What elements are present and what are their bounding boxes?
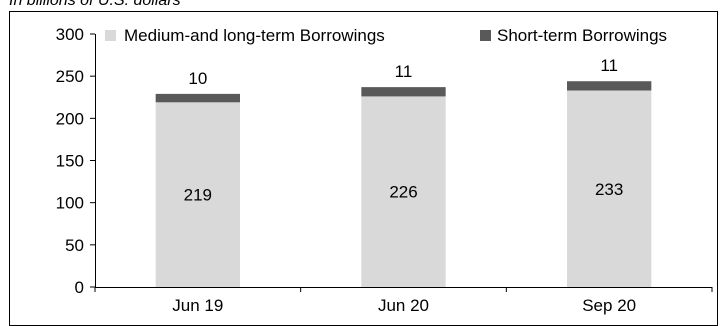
legend-swatch xyxy=(480,30,491,41)
y-tick-label: 100 xyxy=(56,194,84,213)
y-tick-label: 150 xyxy=(56,152,84,171)
legend-label: Short-term Borrowings xyxy=(497,26,667,45)
bar-data-label: 226 xyxy=(389,183,417,202)
y-tick-label: 300 xyxy=(56,25,84,44)
y-tick-label: 250 xyxy=(56,67,84,86)
bar-segment xyxy=(155,102,240,287)
bar-segment xyxy=(361,96,446,287)
chart-caption: In billions of U.S. dollars xyxy=(9,0,181,9)
bar-segment xyxy=(155,93,240,103)
bar-segment xyxy=(567,81,652,91)
legend: Medium-and long-term Borrowings Short-ter… xyxy=(105,26,667,45)
bar-data-label: 10 xyxy=(188,69,207,88)
bar-data-label: 11 xyxy=(600,56,618,75)
y-tick-label: 200 xyxy=(56,109,84,128)
bars xyxy=(155,81,652,288)
bar-segment xyxy=(361,87,446,97)
bar-segment xyxy=(567,90,652,288)
x-tick-label: Jun 19 xyxy=(172,296,223,315)
legend-swatch xyxy=(105,30,116,41)
data-labels: 219 10 226 11 233 11 xyxy=(184,56,624,204)
x-tick-label: Sep 20 xyxy=(582,296,636,315)
y-tick-label: 0 xyxy=(75,278,84,297)
bar-data-label: 233 xyxy=(595,180,623,199)
y-axis: 0 50 100 150 200 250 300 xyxy=(56,25,96,297)
y-tick-label: 50 xyxy=(65,236,84,255)
legend-label: Medium-and long-term Borrowings xyxy=(124,26,385,45)
x-axis: Jun 19 Jun 20 Sep 20 xyxy=(94,287,713,315)
x-tick-label: Jun 20 xyxy=(378,296,429,315)
bar-data-label: 11 xyxy=(395,62,413,81)
bar-data-label: 219 xyxy=(184,186,212,205)
